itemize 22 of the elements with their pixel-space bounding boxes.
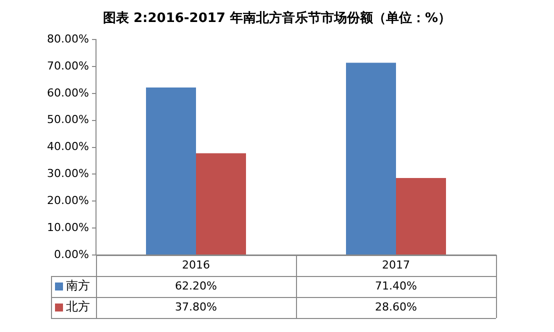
- legend-label: 北方: [66, 300, 90, 314]
- y-tick-label: 30.00%: [47, 167, 89, 180]
- data-label: 71.40%: [375, 279, 417, 292]
- y-tick-label: 50.00%: [47, 113, 89, 126]
- data-label: 37.80%: [175, 300, 217, 314]
- y-tick-label: 60.00%: [47, 86, 89, 100]
- data-label: 28.60%: [375, 300, 417, 314]
- y-tick-label: 0.00%: [54, 248, 89, 261]
- y-tick-label: 70.00%: [47, 59, 89, 72]
- data-label: 62.20%: [175, 279, 217, 292]
- y-tick-label: 80.00%: [47, 32, 89, 46]
- x-tick-label: 2016: [182, 258, 210, 272]
- bar: [196, 153, 246, 254]
- bar: [396, 178, 446, 254]
- bar: [146, 88, 196, 254]
- y-tick-label: 20.00%: [47, 194, 89, 208]
- legend-label: 南方: [66, 278, 90, 293]
- x-tick-label: 2017: [382, 258, 410, 272]
- y-tick-label: 40.00%: [47, 140, 89, 154]
- bar: [346, 62, 396, 254]
- y-tick-label: 10.00%: [47, 220, 89, 234]
- chart-title: 图表 2:2016-2017 年南北方音乐节市场份额（单位：%）: [102, 10, 452, 28]
